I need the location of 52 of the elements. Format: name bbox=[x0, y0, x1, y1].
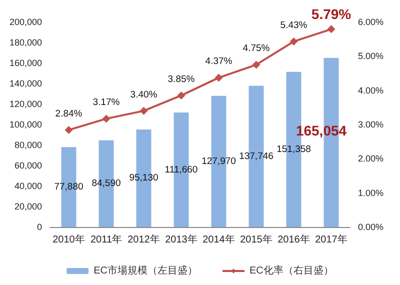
y2-tick-label: 3.00% bbox=[358, 120, 384, 130]
y2-tick-label: 2.00% bbox=[358, 154, 384, 164]
y-tick-label: 140,000 bbox=[9, 78, 42, 88]
y-tick-label: 60,000 bbox=[14, 160, 42, 170]
x-tick-label: 2010年 bbox=[52, 234, 85, 246]
point bbox=[140, 106, 148, 115]
legend-label: EC化率（右目盛） bbox=[250, 264, 334, 276]
x-tick-label: 2012年 bbox=[128, 234, 160, 246]
x-tick-label: 2011年 bbox=[90, 234, 122, 246]
data-label: 4.75% bbox=[242, 43, 270, 54]
x-tick-label: 2013年 bbox=[165, 234, 198, 246]
point bbox=[177, 91, 186, 100]
point bbox=[214, 74, 223, 82]
data-label: 3.17% bbox=[92, 97, 120, 108]
data-label: 95,130 bbox=[129, 172, 158, 184]
y-tick-label: 100,000 bbox=[9, 120, 42, 130]
y-tick-label: 120,000 bbox=[9, 99, 42, 109]
point bbox=[102, 114, 110, 123]
x-tick-label: 2015年 bbox=[240, 234, 272, 246]
data-label: 77,880 bbox=[54, 182, 84, 193]
y-tick-label: 0 bbox=[36, 222, 42, 232]
data-label: 84,590 bbox=[92, 178, 121, 190]
point bbox=[252, 60, 260, 69]
point bbox=[290, 37, 298, 46]
y-tick-label: 200,000 bbox=[9, 17, 42, 27]
data-label: 5.43% bbox=[280, 20, 308, 31]
y-tick-label: 80,000 bbox=[14, 140, 42, 150]
point bbox=[64, 126, 73, 134]
y-tick-label: 160,000 bbox=[9, 58, 42, 68]
data-label: 127,970 bbox=[202, 156, 236, 167]
data-label: 2.84% bbox=[55, 108, 83, 120]
data-label: 3.85% bbox=[168, 74, 196, 85]
data-label: 111,660 bbox=[164, 164, 198, 176]
y2-tick-label: 4.00% bbox=[358, 85, 384, 96]
y2-tick-label: 1.00% bbox=[358, 188, 384, 198]
point bbox=[327, 25, 336, 34]
data-label: 3.40% bbox=[130, 89, 158, 100]
y2-tick-label: 6.00% bbox=[358, 17, 384, 27]
y2-tick-label: 0.00% bbox=[358, 222, 384, 232]
y2-tick-label: 5.00% bbox=[358, 51, 384, 62]
y-tick-label: 40,000 bbox=[14, 181, 42, 191]
data-label: 165,054 bbox=[296, 122, 347, 138]
data-label: 151,358 bbox=[276, 144, 311, 155]
y-tick-label: 20,000 bbox=[14, 202, 42, 212]
data-label: 4.37% bbox=[205, 56, 233, 68]
data-label: 137,746 bbox=[239, 150, 274, 162]
x-tick-label: 2014年 bbox=[202, 234, 235, 246]
x-tick-label: 2016年 bbox=[278, 234, 310, 246]
data-label: 5.79% bbox=[311, 6, 352, 22]
legend-label: EC市場規模（左目盛） bbox=[94, 264, 198, 276]
x-tick-label: 2017年 bbox=[315, 234, 348, 246]
y-tick-label: 180,000 bbox=[9, 38, 42, 48]
